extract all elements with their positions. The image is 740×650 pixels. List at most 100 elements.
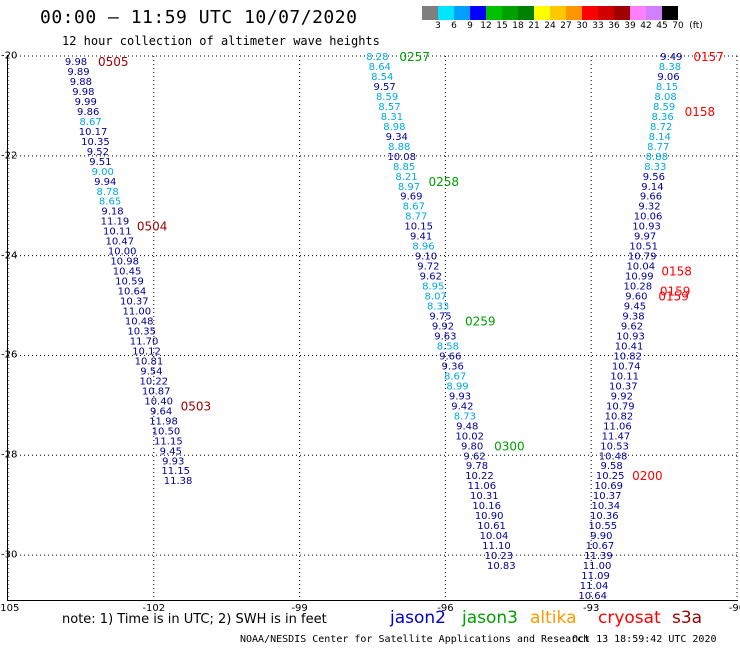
wave-height-value: 11.15 bbox=[161, 466, 190, 477]
credit-line: NOAA/NESDIS Center for Satellite Applica… bbox=[240, 634, 590, 645]
wave-height-value: 8.33 bbox=[427, 302, 449, 313]
wave-height-value: 10.22 bbox=[139, 376, 168, 387]
wave-height-value: 8.58 bbox=[437, 341, 459, 352]
wave-height-value: 10.11 bbox=[610, 371, 639, 382]
wave-height-value: 9.00 bbox=[92, 167, 114, 178]
wave-height-value: 9.86 bbox=[77, 107, 99, 118]
longitude-tick-label: -93 bbox=[583, 603, 600, 614]
wave-height-value: 9.89 bbox=[67, 67, 89, 78]
wave-height-value: 9.60 bbox=[625, 292, 647, 303]
wave-height-value: 8.95 bbox=[422, 282, 444, 293]
wave-height-value: 8.33 bbox=[644, 162, 666, 173]
generated-timestamp: Oct 13 18:59:42 UTC 2020 bbox=[572, 634, 717, 645]
longitude-tick-label: -99 bbox=[291, 603, 308, 614]
wave-height-value: 8.59 bbox=[376, 92, 398, 103]
wave-height-value: 10.36 bbox=[590, 511, 619, 522]
wave-height-value: 10.23 bbox=[485, 551, 514, 562]
wave-height-value: 10.48 bbox=[125, 317, 154, 328]
wave-height-value: 10.64 bbox=[118, 287, 147, 298]
pass-time-label: 0258 bbox=[429, 175, 460, 189]
longitude-tick-label: -102 bbox=[142, 603, 166, 614]
wave-height-value: 9.66 bbox=[640, 192, 662, 203]
longitude-tick-label: -105 bbox=[0, 603, 20, 614]
wave-height-value: 10.64 bbox=[578, 591, 607, 602]
wave-height-value: 9.98 bbox=[65, 57, 87, 68]
wave-height-value: 10.12 bbox=[132, 346, 161, 357]
colorbar-tick-label: 42 bbox=[640, 21, 652, 31]
wave-height-value: 9.54 bbox=[140, 366, 162, 377]
wave-height-value: 10.17 bbox=[79, 127, 108, 138]
colorbar-tick-label: 12 bbox=[480, 21, 492, 31]
wave-height-value: 9.57 bbox=[374, 82, 396, 93]
wave-height-value: 9.42 bbox=[451, 401, 473, 412]
colorbar-tick-label: 18 bbox=[512, 21, 524, 31]
pass-time-label: 0504 bbox=[137, 220, 168, 234]
pass-time-label: 0300 bbox=[494, 439, 525, 453]
pass-time-label: 0259 bbox=[465, 315, 496, 329]
wave-height-value: 9.14 bbox=[641, 182, 663, 193]
wave-height-value: 11.06 bbox=[468, 481, 497, 492]
wave-height-value: 9.72 bbox=[417, 262, 439, 273]
wave-height-value: 8.57 bbox=[378, 102, 400, 113]
colorbar-tick-label: 21 bbox=[528, 21, 540, 31]
wave-height-value: 9.94 bbox=[94, 177, 116, 188]
wave-height-colorbar bbox=[422, 6, 678, 20]
pass-time-label: 0200 bbox=[632, 469, 663, 483]
colorbar-tick-label: 45 bbox=[656, 21, 668, 31]
longitude-tick-label: -96 bbox=[437, 603, 454, 614]
wave-height-value: 8.64 bbox=[369, 62, 391, 73]
wave-height-value: 9.66 bbox=[439, 351, 461, 362]
colorbar-tick-label: 3 bbox=[435, 21, 441, 31]
wave-height-value: 9.48 bbox=[456, 421, 478, 432]
colorbar-tick-label: 36 bbox=[608, 21, 620, 31]
pass-time-label: 0159 bbox=[658, 290, 689, 304]
wave-height-value: 8.67 bbox=[79, 117, 101, 128]
colorbar-swatch bbox=[646, 6, 662, 20]
wave-height-value: 10.08 bbox=[387, 152, 416, 163]
colorbar-tick-label: 24 bbox=[544, 21, 556, 31]
wave-height-value: 10.69 bbox=[594, 481, 623, 492]
colorbar-tick-label: 33 bbox=[592, 21, 604, 31]
pass-time-label: 0158 bbox=[661, 265, 692, 279]
wave-height-value: 9.56 bbox=[643, 172, 665, 183]
wave-height-value: 10.41 bbox=[615, 341, 644, 352]
wave-height-value: 10.81 bbox=[135, 356, 164, 367]
wave-height-value: 10.55 bbox=[589, 521, 618, 532]
wave-height-value: 11.70 bbox=[130, 336, 159, 347]
colorbar-swatch bbox=[438, 6, 454, 20]
wave-height-value: 11.98 bbox=[149, 416, 178, 427]
wave-height-value: 9.36 bbox=[442, 361, 464, 372]
units-note: note: 1) Time is in UTC; 2) SWH is in fe… bbox=[62, 612, 327, 627]
colorbar-tick-label: 27 bbox=[560, 21, 572, 31]
wave-height-value: 9.93 bbox=[162, 456, 184, 467]
wave-height-value: 9.98 bbox=[72, 87, 94, 98]
colorbar-swatch bbox=[566, 6, 582, 20]
wave-height-value: 8.73 bbox=[454, 411, 476, 422]
wave-height-value: 10.98 bbox=[110, 257, 139, 268]
wave-height-value: 10.02 bbox=[455, 431, 484, 442]
wave-height-value: 10.31 bbox=[470, 491, 499, 502]
wave-height-value: 11.04 bbox=[580, 581, 609, 592]
wave-height-value: 10.35 bbox=[127, 326, 156, 337]
wave-height-value: 10.37 bbox=[609, 381, 638, 392]
wave-height-value: 9.51 bbox=[89, 157, 111, 168]
wave-height-value: 8.15 bbox=[656, 82, 678, 93]
colorbar-swatch bbox=[582, 6, 598, 20]
colorbar-unit: (ft) bbox=[689, 21, 703, 31]
pass-time-label: 0505 bbox=[98, 55, 129, 69]
wave-height-value: 10.99 bbox=[625, 272, 654, 283]
mission-legend-s3a: s3a bbox=[672, 608, 703, 628]
colorbar-swatch bbox=[454, 6, 470, 20]
wave-height-value: 10.51 bbox=[629, 242, 658, 253]
wave-height-value: 9.45 bbox=[624, 302, 646, 313]
wave-height-value: 9.62 bbox=[463, 451, 485, 462]
wave-height-value: 11.09 bbox=[581, 571, 610, 582]
colorbar-swatch bbox=[422, 6, 438, 20]
latitude-tick-label: -24 bbox=[1, 250, 18, 262]
wave-height-value: 10.37 bbox=[593, 491, 622, 502]
wave-height-value: 9.10 bbox=[415, 252, 437, 263]
wave-height-value: 10.40 bbox=[144, 396, 173, 407]
wave-height-value: 10.00 bbox=[108, 247, 137, 258]
colorbar-tick-label: 70 bbox=[672, 21, 684, 31]
wave-height-value: 10.04 bbox=[626, 262, 655, 273]
